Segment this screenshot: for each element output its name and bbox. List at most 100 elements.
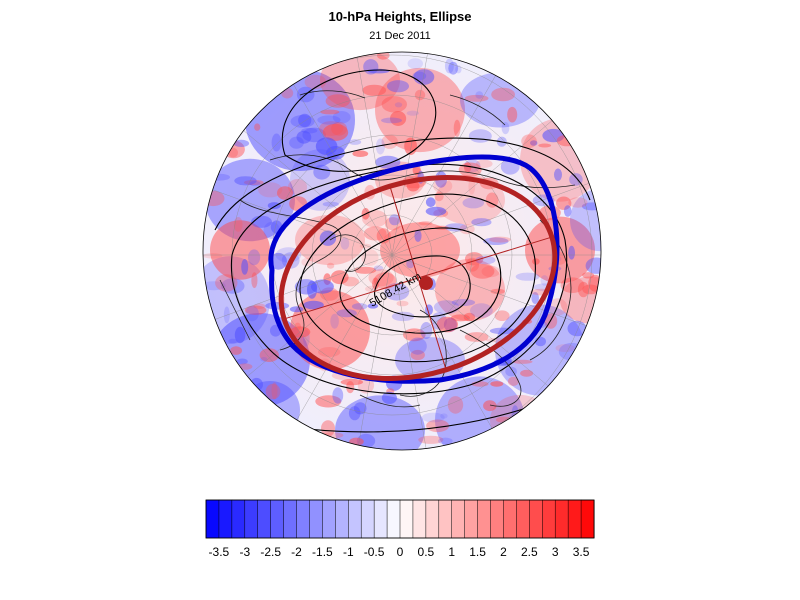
anomaly-patch [367, 303, 379, 309]
meridian-line [339, 254, 393, 450]
anomaly-blob [210, 220, 270, 280]
anomaly-patch [577, 281, 589, 298]
colorbar-tick-label: -0.5 [364, 545, 385, 559]
anomaly-patch [554, 168, 562, 181]
anomaly-patch [325, 94, 350, 108]
anomaly-blob [290, 290, 370, 370]
anomaly-patch [505, 366, 517, 377]
anomaly-patch [448, 61, 459, 75]
anomaly-patch [228, 338, 238, 344]
colorbar-box [451, 499, 466, 539]
anomaly-patch [433, 300, 460, 314]
colorbar-tick-label: -3.5 [209, 545, 230, 559]
colorbar-box [554, 499, 569, 539]
anomaly-patch [301, 127, 318, 134]
anomaly-blob [560, 276, 601, 324]
height-contour [281, 69, 437, 172]
colorbar-box [542, 499, 556, 539]
colorbar-box [322, 499, 336, 539]
anomaly-patch [348, 139, 362, 145]
colorbar-frame [205, 499, 595, 539]
anomaly-patch [396, 300, 409, 307]
anomaly-patch [375, 138, 385, 155]
anomaly-patch [410, 349, 425, 361]
anomaly-patch [248, 249, 261, 266]
anomaly-patch [426, 419, 450, 433]
colorbar-box [438, 499, 453, 539]
anomaly-patch [455, 65, 462, 74]
anomaly-patch [390, 111, 407, 126]
coastline [329, 234, 366, 272]
colorbar-box [283, 499, 298, 539]
anomaly-blob [525, 216, 595, 284]
anomaly-patch [489, 236, 511, 243]
anomaly-patch [475, 91, 484, 99]
anomaly-patch [489, 327, 515, 335]
colorbar-tick-label: 0.5 [418, 545, 435, 559]
colorbar-box [348, 499, 362, 539]
anomaly-patch [319, 121, 344, 136]
colorbar-box [503, 499, 517, 539]
anomaly-patch [317, 115, 341, 125]
anomaly-patch [418, 221, 433, 226]
anomaly-patch [490, 288, 505, 294]
anomaly-patch [436, 316, 458, 333]
anomaly-patch [520, 369, 534, 377]
anomaly-patch [530, 140, 538, 146]
colorbar-box [386, 499, 401, 539]
colorbar-tick-label: -2.5 [260, 545, 281, 559]
anomaly-patch [560, 277, 585, 294]
anomaly-patch [271, 382, 278, 400]
anomaly-patch [563, 205, 572, 217]
anomaly-patch [260, 357, 268, 362]
colorbar-tick-label: -2 [291, 545, 302, 559]
anomaly-patch [491, 87, 515, 102]
anomaly-patch [464, 94, 489, 102]
ellipse-minor-axis [389, 186, 447, 370]
anomaly-patch [532, 258, 540, 265]
meridian-line [241, 254, 393, 450]
colorbar-labels: -3.5 -3 -2.5 -2 -1.5 -1 -0.5 0 0.5 1 1.5 2 2.5 3 3.5 [209, 545, 590, 559]
anomaly-patch [354, 266, 377, 274]
anomaly-patch [462, 197, 485, 209]
height-contour [214, 137, 591, 231]
anomaly-patch [302, 127, 327, 143]
polar-map: 5108.42 km [202, 51, 602, 451]
colorbar-box [412, 499, 427, 539]
colorbar-box [218, 499, 233, 539]
anomaly-patch [381, 134, 398, 149]
anomaly-patch [373, 265, 384, 272]
anomaly-patch [447, 396, 464, 414]
anomaly-patch [475, 159, 493, 168]
anomaly-patch [540, 275, 549, 286]
anomaly-patch [556, 196, 572, 210]
colorbar-box [490, 499, 505, 539]
anomaly-patch [340, 237, 350, 250]
colorbar-box [360, 499, 375, 539]
anomaly-patch [391, 311, 415, 322]
anomaly-patch [321, 420, 335, 437]
meridian-line [391, 254, 445, 450]
anomaly-patch [569, 173, 583, 186]
meridian-line [241, 52, 393, 256]
meridian-line [203, 254, 393, 358]
colorbar-box [335, 499, 349, 539]
anomaly-patch [287, 179, 308, 195]
anomaly-patch [481, 265, 501, 278]
anomaly-patch [362, 84, 387, 96]
anomaly-patch [521, 134, 537, 149]
anomaly-patch [352, 150, 369, 157]
anomaly-patch [459, 224, 475, 235]
anomaly-patch [568, 245, 575, 260]
colorbar-tick-label: 0 [397, 545, 404, 559]
anomaly-patch [269, 252, 287, 270]
anomaly-patch [253, 303, 266, 310]
anomaly-patch [326, 262, 335, 269]
anomaly-patch [440, 413, 448, 419]
anomaly-patch [277, 186, 293, 200]
anomaly-patch [531, 292, 539, 304]
anomaly-patch [403, 328, 426, 342]
anomaly-patch [341, 276, 360, 287]
anomaly-patch [254, 123, 261, 131]
anomaly-patch [236, 358, 248, 365]
